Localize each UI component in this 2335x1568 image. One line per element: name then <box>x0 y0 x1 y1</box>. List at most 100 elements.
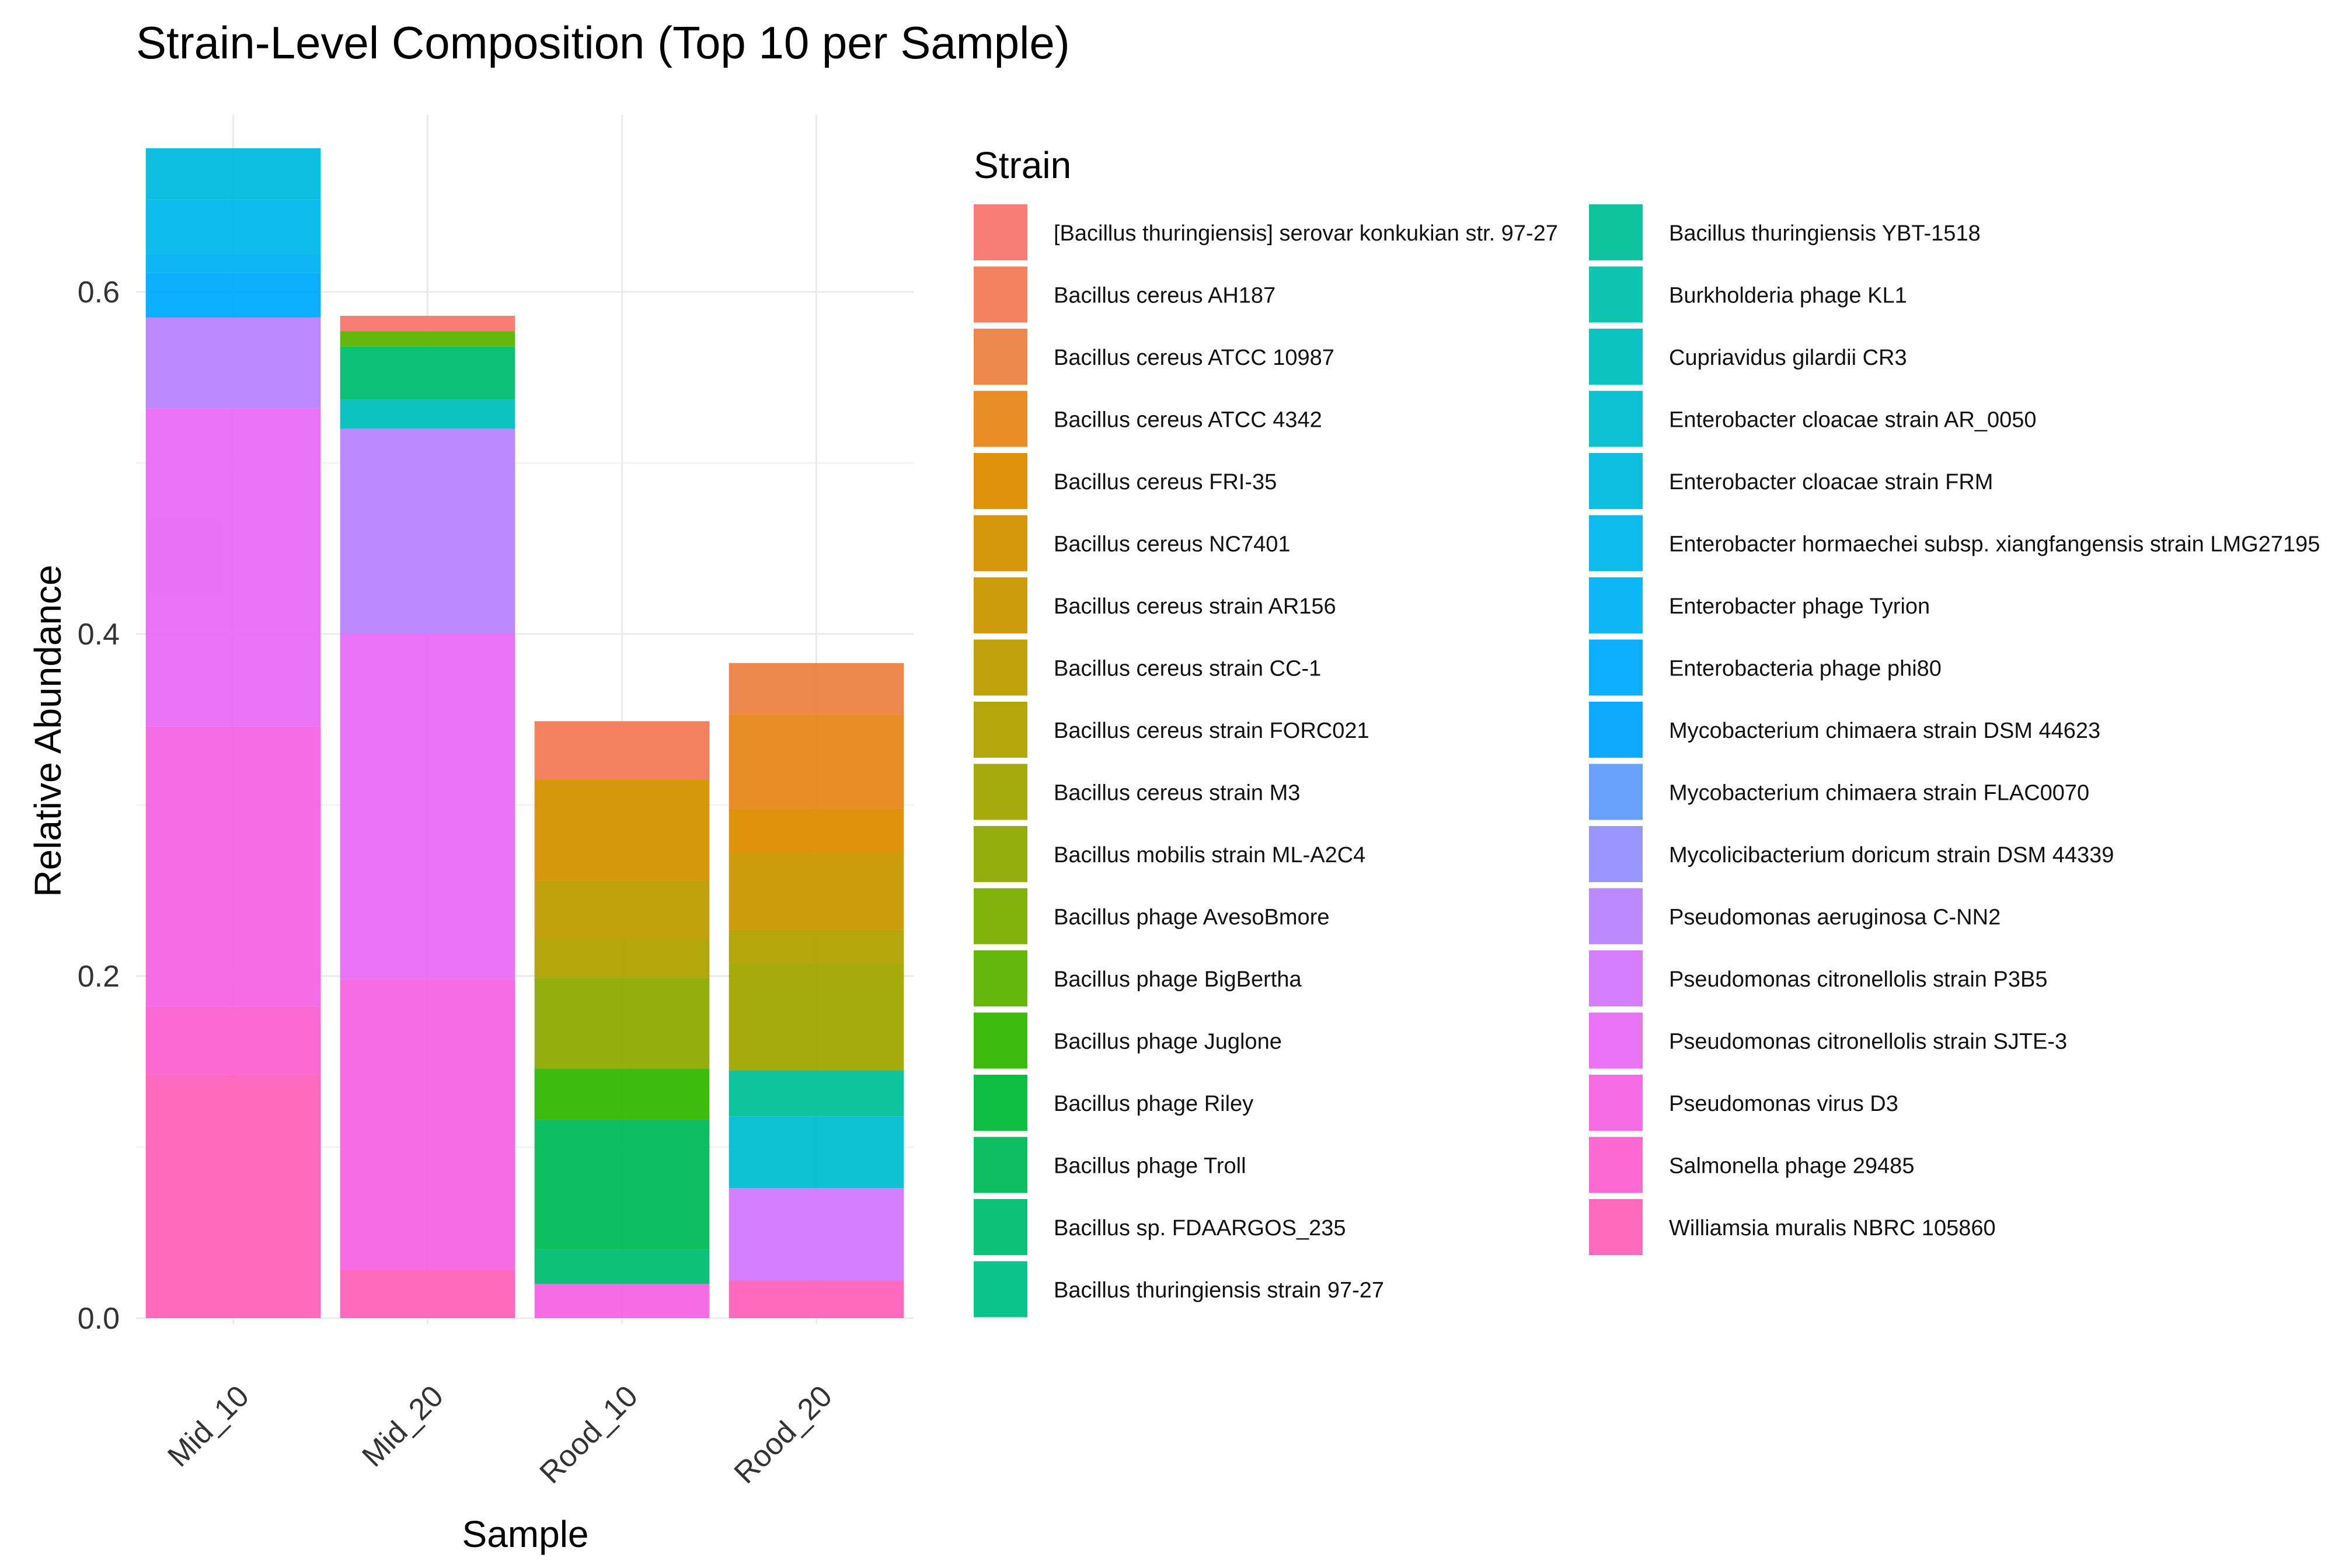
legend-label: Bacillus cereus AH187 <box>1054 284 1275 308</box>
legend-label: Enterobacter hormaechei subsp. xiangfang… <box>1669 532 2320 557</box>
legend-label: Bacillus cereus strain M3 <box>1054 781 1300 806</box>
legend-item: Pseudomonas aeruginosa C-NN2 <box>1589 888 2001 945</box>
bar-segment <box>340 316 515 332</box>
legend-swatch <box>974 515 1027 572</box>
bar-segment <box>534 977 710 1069</box>
legend-label: [Bacillus thuringiensis] serovar konkuki… <box>1054 221 1558 246</box>
legend-label: Pseudomonas citronellolis strain P3B5 <box>1669 967 2047 992</box>
legend-label: Pseudomonas aeruginosa C-NN2 <box>1669 905 2001 930</box>
legend-label: Bacillus sp. FDAARGOS_235 <box>1054 1216 1346 1241</box>
legend-label: Enterobacteria phage phi80 <box>1669 657 1942 681</box>
legend-swatch <box>1589 453 1643 509</box>
legend-swatch <box>974 1075 1027 1131</box>
legend-item: Bacillus cereus ATCC 10987 <box>974 329 1334 385</box>
legend-swatch <box>1589 639 1643 696</box>
legend-item: Enterobacter cloacae strain AR_0050 <box>1589 391 2037 447</box>
legend-item: Bacillus cereus strain FORC021 <box>974 702 1369 758</box>
y-axis-ticks: 0.0 0.2 0.4 0.6 <box>78 276 120 1336</box>
legend-item: Mycobacterium chimaera strain DSM 44623 <box>1589 702 2100 758</box>
legend-label: Bacillus cereus strain CC-1 <box>1054 657 1321 681</box>
bar-segment <box>534 1068 710 1120</box>
y-tick-label: 0.2 <box>78 960 120 994</box>
bar-segment <box>534 1249 710 1284</box>
legend-label: Mycolicibacterium doricum strain DSM 443… <box>1669 843 2114 867</box>
legend-item: Mycobacterium chimaera strain FLAC0070 <box>1589 764 2089 820</box>
legend-title: Strain <box>974 144 1071 186</box>
legend-swatch <box>974 204 1027 260</box>
legend-swatch <box>974 950 1027 1006</box>
legend-swatch <box>1589 764 1643 820</box>
legend-swatch <box>1589 391 1643 447</box>
legend: [Bacillus thuringiensis] serovar konkuki… <box>974 204 2320 1318</box>
legend-item: Bacillus thuringiensis strain 97-27 <box>974 1261 1384 1318</box>
legend-item: Salmonella phage 29485 <box>1589 1137 1914 1193</box>
y-axis-title: Relative Abundance <box>27 565 69 897</box>
bar-segment <box>729 1280 904 1318</box>
legend-swatch <box>1589 1199 1643 1255</box>
bar-segment <box>145 148 321 200</box>
legend-swatch <box>974 639 1027 696</box>
legend-item: Pseudomonas virus D3 <box>1589 1075 1898 1131</box>
bar-segment <box>340 979 515 1270</box>
legend-swatch <box>1589 515 1643 572</box>
legend-label: Bacillus cereus ATCC 4342 <box>1054 408 1322 433</box>
bar-segment <box>534 880 710 939</box>
bar-segment <box>145 726 321 1007</box>
legend-item: Bacillus phage Juglone <box>974 1012 1282 1069</box>
legend-swatch <box>1589 1012 1643 1069</box>
bar-segment <box>534 938 710 978</box>
y-tick-label: 0.4 <box>78 618 120 651</box>
legend-swatch <box>974 764 1027 820</box>
legend-label: Cupriavidus gilardii CR3 <box>1669 346 1907 370</box>
legend-label: Enterobacter phage Tyrion <box>1669 594 1930 619</box>
legend-item: Bacillus phage Riley <box>974 1075 1253 1131</box>
legend-label: Bacillus cereus ATCC 10987 <box>1054 346 1334 370</box>
legend-label: Pseudomonas virus D3 <box>1669 1092 1898 1116</box>
legend-swatch <box>974 888 1027 945</box>
legend-swatch <box>974 391 1027 447</box>
bar-segment <box>729 808 904 853</box>
legend-item: Bacillus thuringiensis YBT-1518 <box>1589 204 1981 260</box>
legend-label: Bacillus cereus strain AR156 <box>1054 594 1336 619</box>
legend-swatch <box>974 1199 1027 1255</box>
legend-item: Bacillus cereus AH187 <box>974 266 1275 323</box>
bar-segment <box>340 331 515 347</box>
legend-item: Bacillus cereus strain M3 <box>974 764 1300 820</box>
legend-swatch <box>974 329 1027 385</box>
legend-item: Bacillus sp. FDAARGOS_235 <box>974 1199 1346 1255</box>
legend-label: Enterobacter cloacae strain AR_0050 <box>1669 408 2037 433</box>
legend-swatch <box>974 1261 1027 1318</box>
x-axis-title: Sample <box>462 1513 589 1555</box>
bar-segment <box>729 1188 904 1281</box>
legend-label: Pseudomonas citronellolis strain SJTE-3 <box>1669 1030 2067 1054</box>
legend-item: Bacillus cereus FRI-35 <box>974 453 1277 509</box>
legend-item: [Bacillus thuringiensis] serovar konkuki… <box>974 204 1558 260</box>
chart-title: Strain-Level Composition (Top 10 per Sam… <box>136 17 1070 68</box>
legend-item: Pseudomonas citronellolis strain SJTE-3 <box>1589 1012 2067 1069</box>
bar-segment <box>145 254 321 273</box>
bar-segment <box>340 1270 515 1318</box>
bar-segment <box>729 929 904 964</box>
bar-segment <box>729 663 904 715</box>
bar-segment <box>145 199 321 255</box>
bar-segment <box>729 853 904 930</box>
bar-segment <box>534 721 710 780</box>
legend-label: Bacillus thuringiensis YBT-1518 <box>1669 221 1981 246</box>
legend-swatch <box>974 577 1027 633</box>
bar-segment <box>145 317 321 409</box>
legend-label: Mycobacterium chimaera strain DSM 44623 <box>1669 719 2100 743</box>
legend-swatch <box>974 1012 1027 1069</box>
bar-segment <box>729 964 904 1071</box>
legend-item: Bacillus mobilis strain ML-A2C4 <box>974 826 1365 882</box>
legend-label: Mycobacterium chimaera strain FLAC0070 <box>1669 781 2089 806</box>
bar-segment <box>340 428 515 634</box>
bar-segment <box>145 273 321 318</box>
legend-label: Bacillus phage Juglone <box>1054 1030 1282 1054</box>
legend-swatch <box>1589 1137 1643 1193</box>
legend-label: Bacillus phage Troll <box>1054 1154 1246 1179</box>
legend-swatch <box>1589 329 1643 385</box>
legend-swatch <box>1589 702 1643 758</box>
legend-swatch <box>1589 1075 1643 1131</box>
legend-swatch <box>974 702 1027 758</box>
